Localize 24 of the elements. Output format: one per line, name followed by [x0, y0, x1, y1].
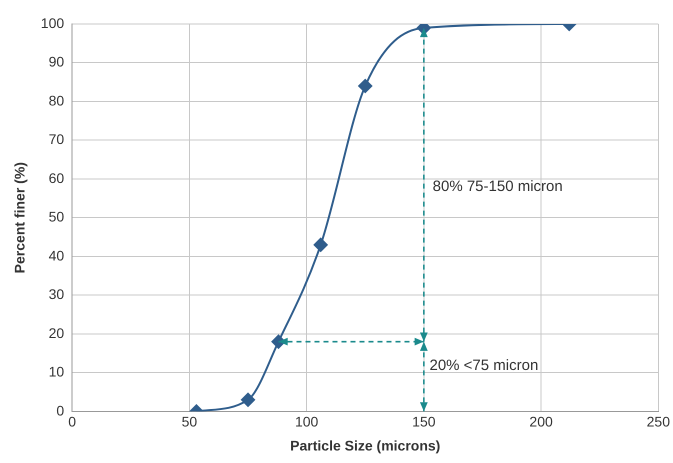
x-tick-label: 200 — [529, 414, 553, 430]
y-tick-label: 40 — [48, 247, 64, 264]
y-tick-label: 80 — [48, 92, 64, 108]
y-axis-title: Percent finer (%) — [11, 162, 28, 274]
point — [358, 78, 372, 93]
x-tick-label: 50 — [182, 414, 198, 430]
y-tick-label: 30 — [48, 286, 64, 302]
y-tick-label: 0 — [56, 402, 64, 418]
annotation: 80% 75-150 micron — [432, 178, 563, 195]
y-tick-label: 70 — [48, 131, 64, 148]
x-tick-label: 250 — [646, 414, 670, 430]
x-tick-label: 100 — [294, 414, 319, 430]
point — [241, 392, 256, 407]
point — [314, 238, 328, 252]
y-tick-label: 60 — [48, 170, 64, 186]
x-axis-title: Particle Size (microns) — [290, 437, 440, 454]
y-tick-label: 50 — [48, 208, 64, 225]
y-tick-label: 100 — [40, 14, 64, 31]
y-tick-label: 10 — [48, 364, 64, 380]
y-tick-label: 90 — [48, 54, 64, 70]
y-tick-label: 20 — [48, 324, 64, 341]
annotation: 20% <75 micron — [429, 356, 538, 374]
x-tick-label: 150 — [412, 414, 436, 430]
x-tick-label: 0 — [68, 414, 76, 430]
